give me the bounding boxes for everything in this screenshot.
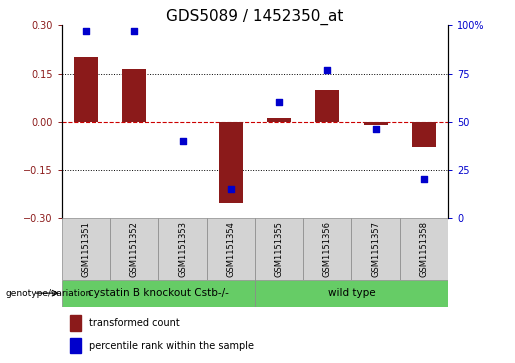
Bar (122, 69, 146, 122)
Bar (219, 122, 243, 203)
Bar (70, 338, 81, 354)
Text: transformed count: transformed count (89, 318, 180, 328)
Point (275, 99, 283, 105)
Point (323, 67, 332, 73)
Bar (70, 315, 81, 331)
Bar (62, 218, 110, 280)
Bar (351, 218, 400, 280)
Bar (110, 218, 159, 280)
Bar (315, 90, 339, 122)
Text: GSM1151358: GSM1151358 (419, 221, 428, 277)
Bar (303, 218, 351, 280)
Bar (364, 122, 388, 125)
Bar (412, 122, 436, 147)
Text: GSM1151352: GSM1151352 (130, 221, 139, 277)
Bar (400, 218, 448, 280)
Point (130, 28, 139, 34)
Text: GSM1151353: GSM1151353 (178, 221, 187, 277)
Point (82, 28, 90, 34)
Bar (207, 218, 255, 280)
Point (227, 186, 235, 192)
Bar (255, 218, 303, 280)
Text: GSM1151355: GSM1151355 (274, 221, 284, 277)
Point (371, 126, 380, 132)
Title: GDS5089 / 1452350_at: GDS5089 / 1452350_at (166, 9, 344, 25)
Text: percentile rank within the sample: percentile rank within the sample (89, 341, 254, 351)
Text: genotype/variation: genotype/variation (5, 289, 91, 298)
Bar (62, 280, 255, 307)
Text: cystatin B knockout Cstb-/-: cystatin B knockout Cstb-/- (88, 288, 229, 298)
Text: GSM1151357: GSM1151357 (371, 221, 380, 277)
Point (420, 176, 428, 182)
Point (178, 138, 186, 144)
Bar (159, 218, 207, 280)
Bar (255, 280, 448, 307)
Text: GSM1151351: GSM1151351 (81, 221, 91, 277)
Bar (74, 57, 98, 122)
Text: GSM1151356: GSM1151356 (323, 221, 332, 277)
Text: wild type: wild type (328, 288, 375, 298)
Text: GSM1151354: GSM1151354 (226, 221, 235, 277)
Bar (267, 118, 291, 122)
